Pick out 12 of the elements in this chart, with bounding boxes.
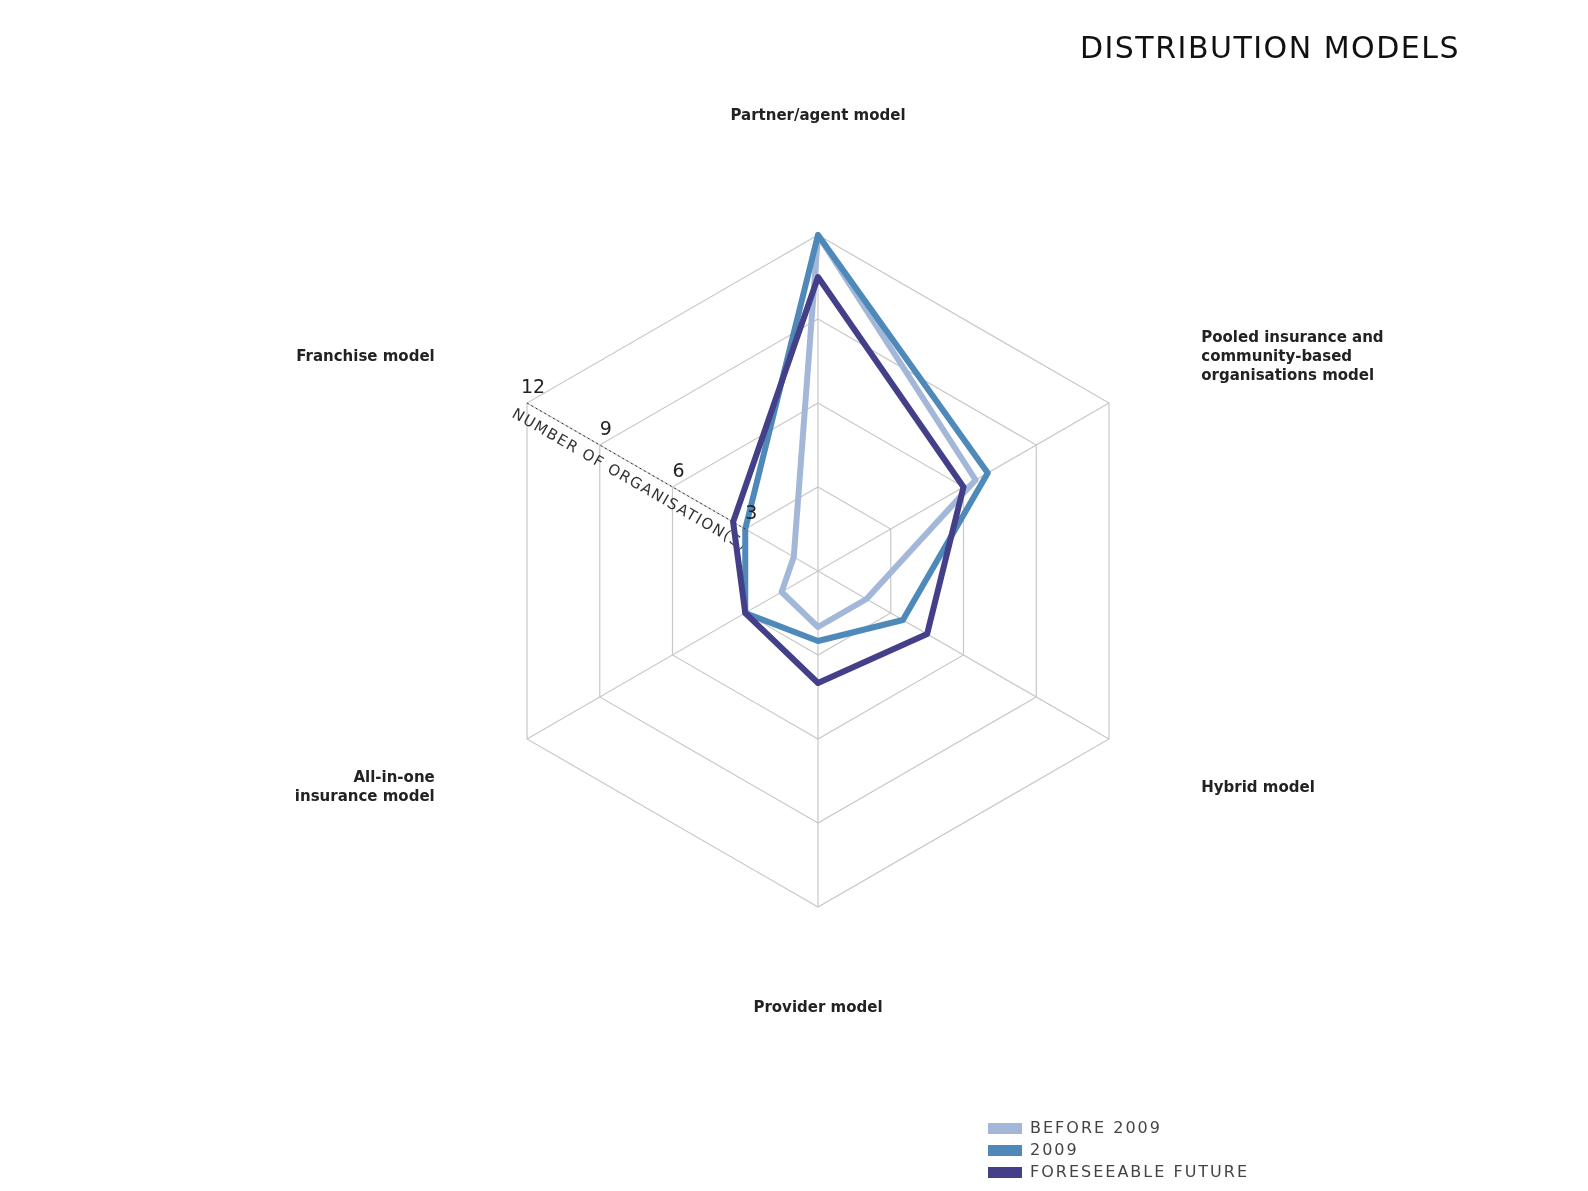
chart-title: DISTRIBUTION MODELS	[1079, 30, 1460, 65]
y-tick-label: 9	[599, 417, 612, 439]
legend-label: FORESEEABLE FUTURE	[1030, 1161, 1250, 1183]
spoke-label: Franchise model	[296, 346, 435, 365]
legend-label: BEFORE 2009	[1030, 1117, 1162, 1139]
spoke-label: Partner/agent model	[730, 106, 906, 124]
y-tick-label: 12	[520, 375, 546, 397]
spoke-label: Hybrid model	[1201, 777, 1315, 796]
spoke-label: Pooled insurance and community-based organisations model	[1201, 327, 1384, 384]
spoke-label: All-in-one insurance model	[294, 768, 435, 805]
spoke-label: Provider model	[753, 998, 883, 1016]
legend-label: 2009	[1030, 1139, 1079, 1161]
